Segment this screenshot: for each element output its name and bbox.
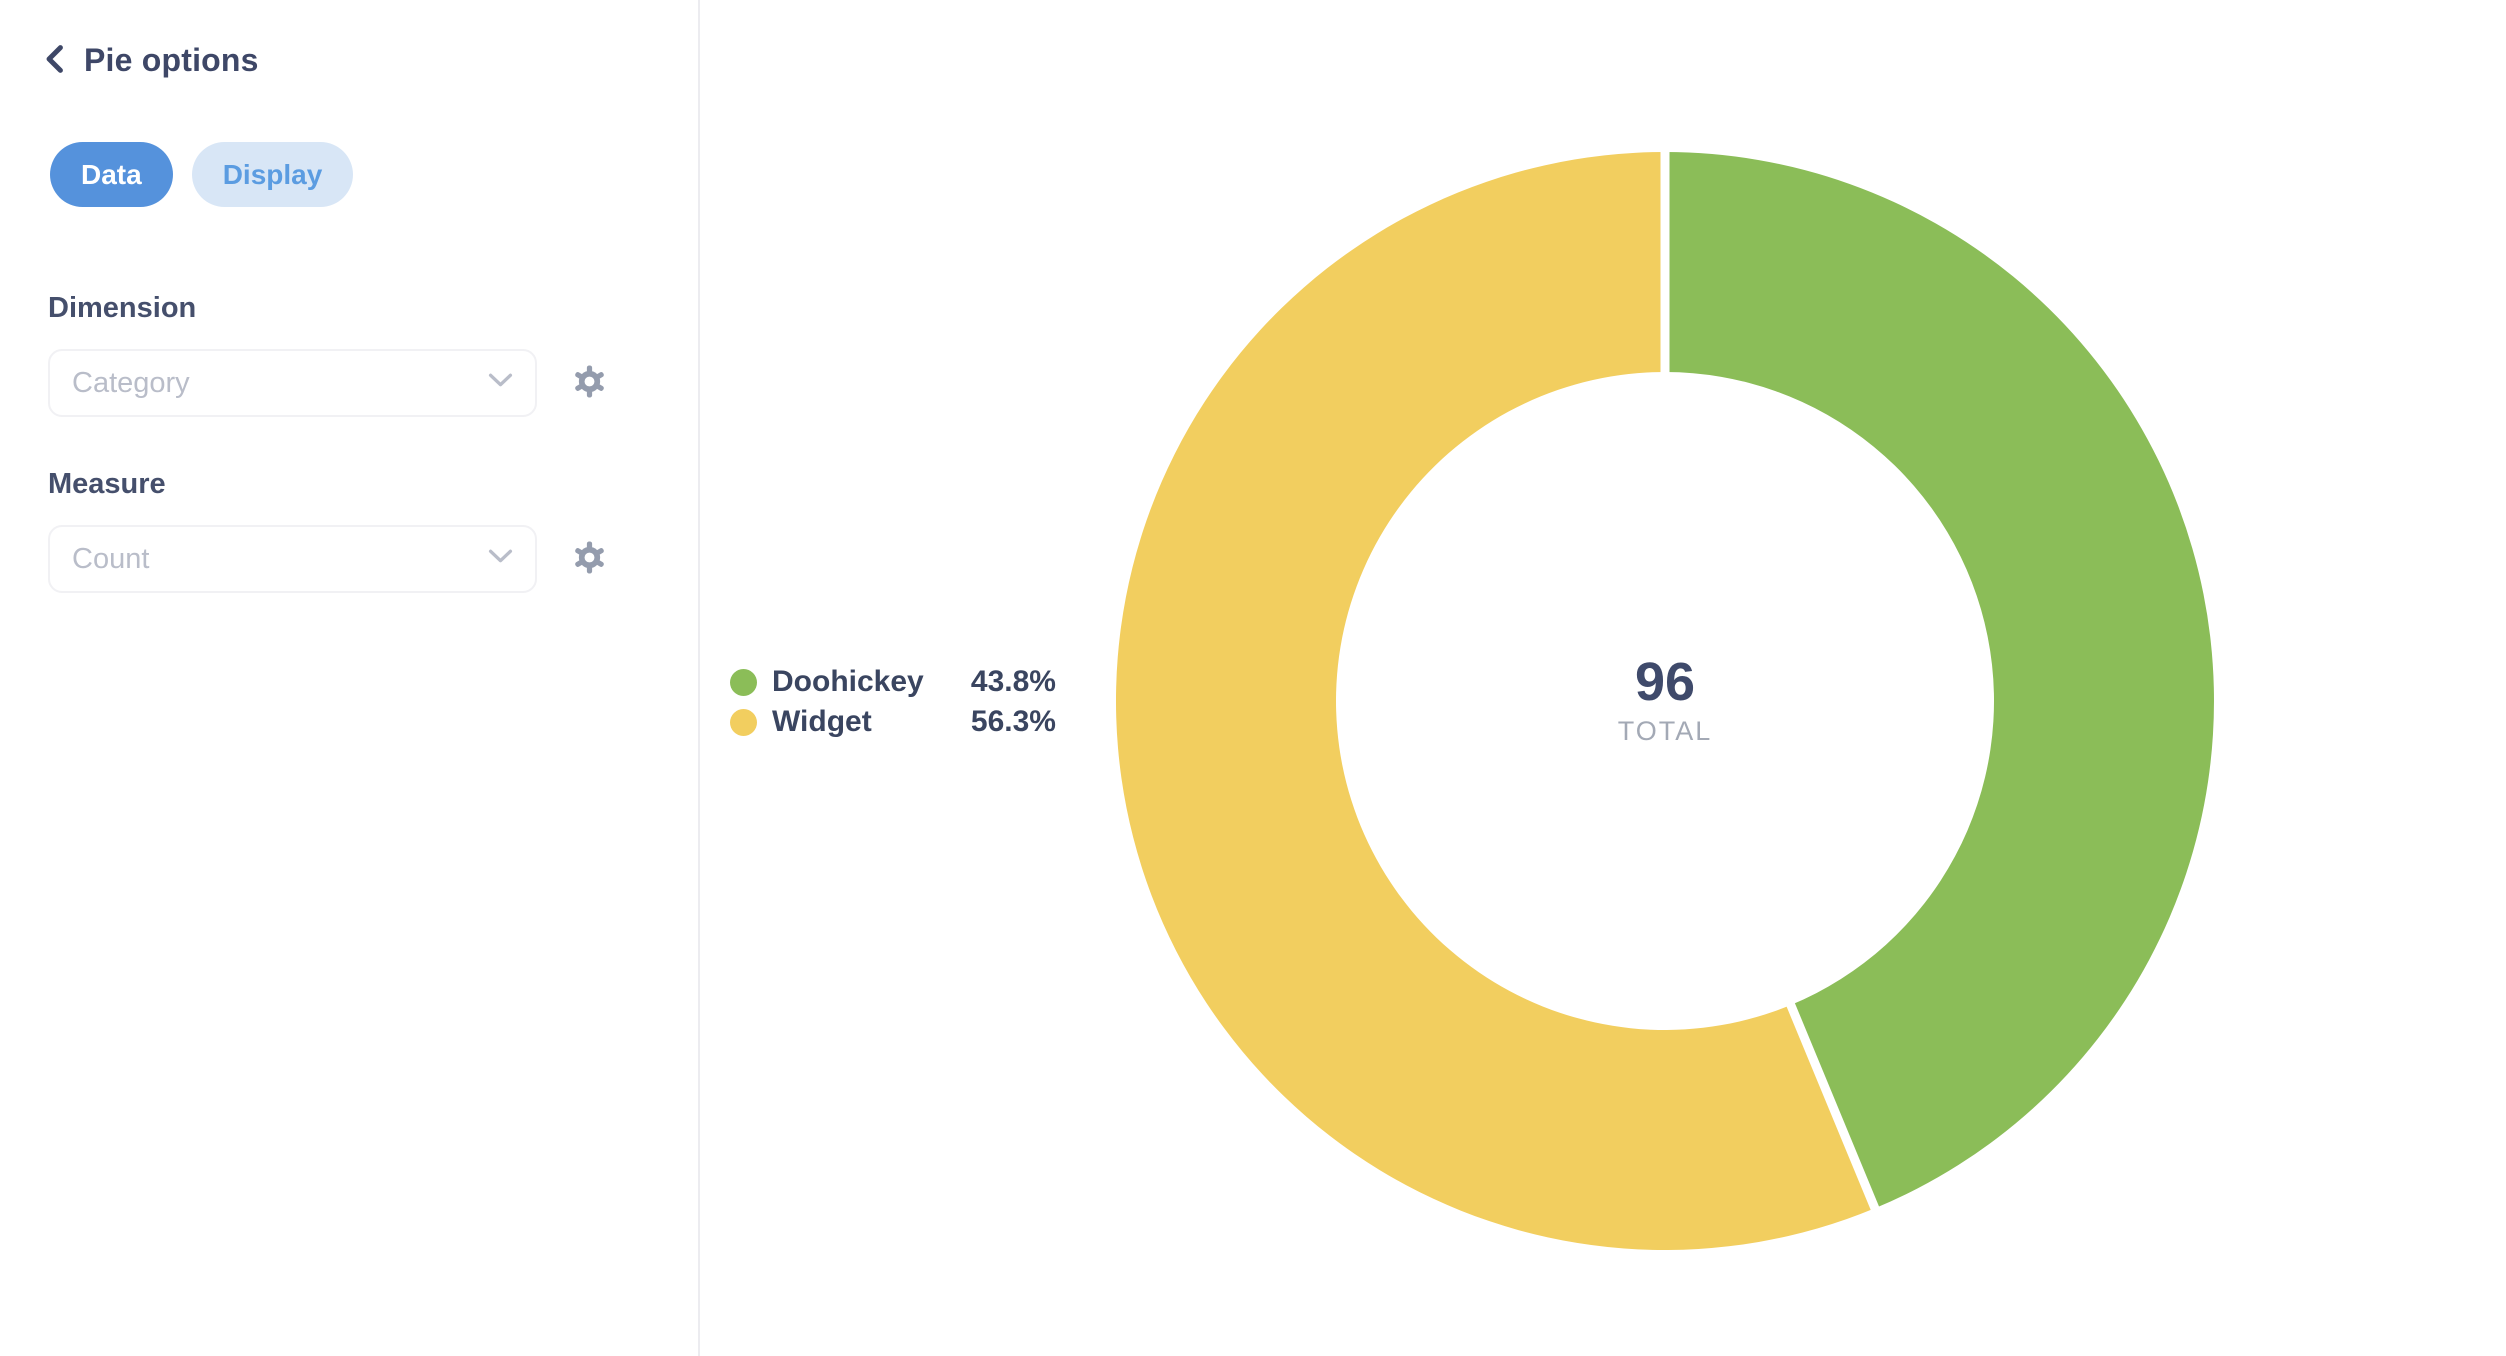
dimension-settings-button[interactable] <box>570 364 608 402</box>
chart-area: Doohickey 43.8% Widget 56.3% 96 TOTAL <box>702 0 2506 1356</box>
gear-icon <box>571 539 608 579</box>
dimension-select[interactable]: Category <box>48 349 537 417</box>
measure-select[interactable]: Count <box>48 525 537 593</box>
chart-legend: Doohickey 43.8% Widget 56.3% <box>730 662 1056 742</box>
dimension-field-group: Dimension Category <box>48 292 608 417</box>
sidebar-tabs: Data Display <box>50 142 354 207</box>
legend-percent: 56.3% <box>970 705 1056 738</box>
legend-item-widget[interactable]: Widget 56.3% <box>730 702 1056 742</box>
pie-slice-doohickey[interactable] <box>1665 152 2214 1209</box>
page-title: Pie options <box>84 42 259 78</box>
measure-settings-button[interactable] <box>570 540 608 578</box>
dimension-select-value: Category <box>72 366 190 399</box>
chevron-left-icon <box>42 43 68 78</box>
gear-icon <box>571 363 608 403</box>
dimension-label: Dimension <box>48 292 197 324</box>
legend-label: Widget <box>772 705 872 738</box>
measure-field-group: Measure Count <box>48 468 608 593</box>
donut-chart-container: 96 TOTAL <box>1109 145 2221 1257</box>
pie-options-sidebar: Pie options Data Display Dimension Categ… <box>0 0 700 1356</box>
sidebar-header: Pie options <box>40 42 259 79</box>
tab-display[interactable]: Display <box>191 142 354 207</box>
legend-swatch-doohickey <box>730 668 757 696</box>
legend-swatch-widget <box>730 708 757 736</box>
chevron-down-icon <box>488 373 513 393</box>
legend-item-doohickey[interactable]: Doohickey 43.8% <box>730 662 1056 702</box>
slice-gap <box>1784 997 1882 1216</box>
chevron-down-icon <box>488 549 513 569</box>
tab-data[interactable]: Data <box>50 142 173 207</box>
pie-slice-widget[interactable] <box>1115 152 1875 1250</box>
measure-label: Measure <box>48 468 166 500</box>
donut-chart[interactable] <box>1109 145 2221 1257</box>
legend-percent: 43.8% <box>970 665 1056 698</box>
legend-label: Doohickey <box>772 665 924 698</box>
measure-select-value: Count <box>72 542 150 575</box>
back-button[interactable] <box>40 44 70 78</box>
